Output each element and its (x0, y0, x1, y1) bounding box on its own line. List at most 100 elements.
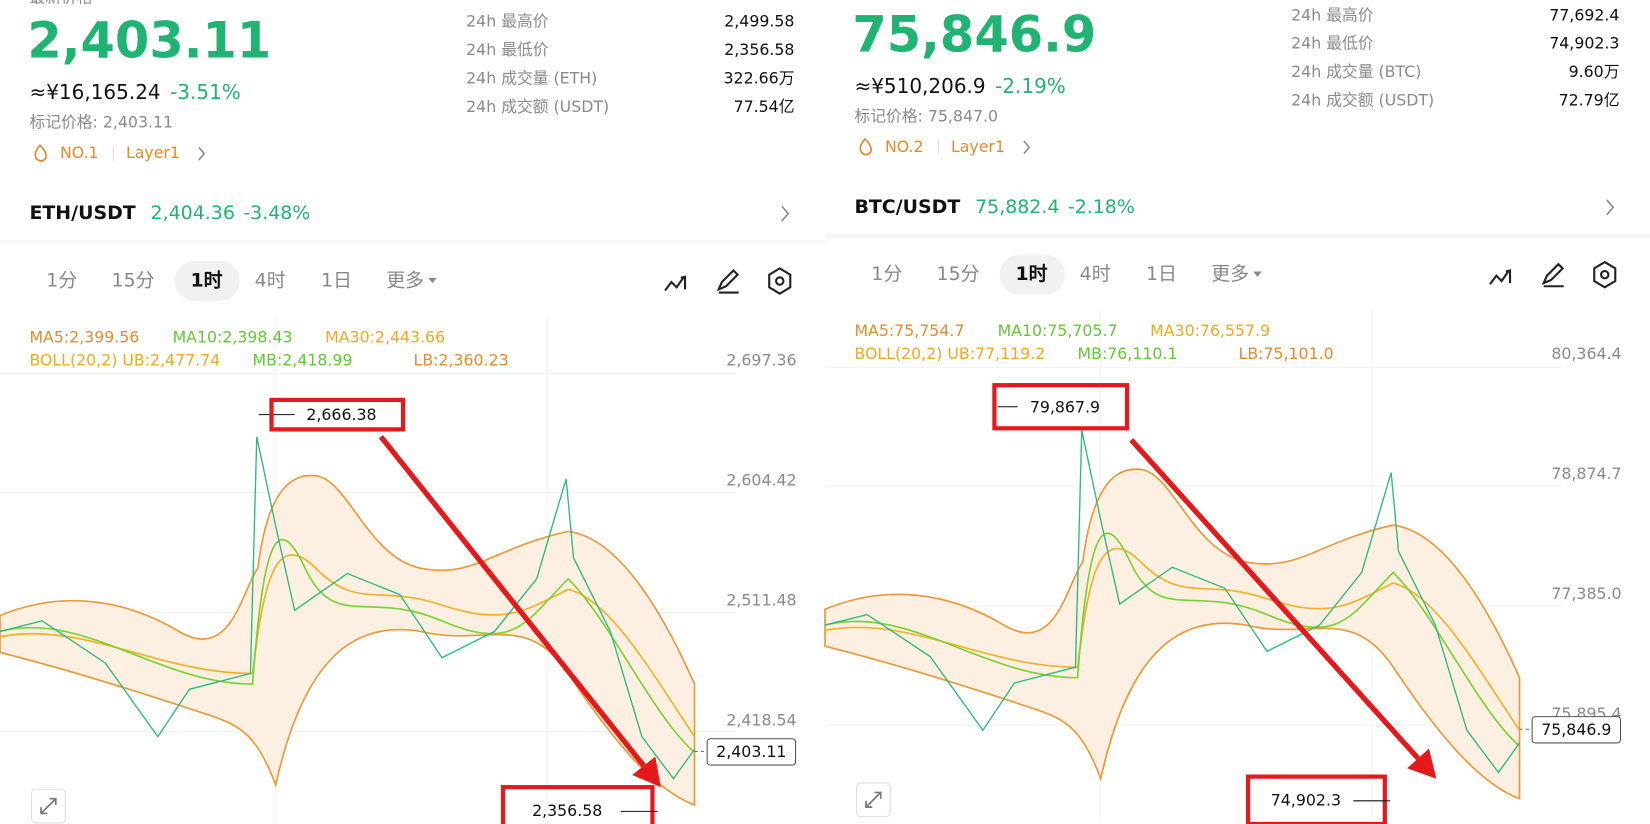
mark-price: 标记价格: 2,403.11 (29, 113, 173, 132)
boll-label: BOLL(20,2) UB:77,119.2 (854, 344, 1045, 363)
ma-label: MA10:2,398.43 (173, 327, 293, 346)
arrow-head (1407, 748, 1437, 779)
stat-label: 24h 成交量 (BTC) (1291, 62, 1421, 81)
ma-line (824, 547, 1521, 731)
interval-tab[interactable]: 1分 (46, 269, 77, 291)
draw-icon[interactable] (716, 268, 740, 294)
stat-label: 24h 最高价 (1291, 5, 1374, 24)
indicator-icon[interactable] (1489, 269, 1512, 285)
settings-dot (1600, 269, 1610, 280)
expand-icon (40, 797, 57, 815)
dropdown-arrow (428, 277, 437, 284)
pair-price: 2,404.36 (151, 202, 235, 224)
ma-label: MA30:2,443.66 (325, 327, 445, 346)
pair-change: -3.48% (243, 202, 310, 224)
divider (825, 233, 1650, 238)
stat-label: 24h 成交量 (ETH) (466, 68, 597, 87)
interval-tab[interactable]: 1时 (190, 269, 222, 291)
high-box (269, 397, 406, 432)
settings-icon[interactable] (1593, 260, 1617, 289)
low-label: 2,356.58 (532, 801, 602, 820)
last-price-box (706, 738, 797, 766)
divider (0, 239, 825, 245)
boll-label: MB:2,418.99 (253, 350, 353, 369)
stat-value: 77,692.4 (1549, 5, 1619, 24)
interval-tab[interactable]: 4时 (255, 269, 286, 291)
tag[interactable]: Layer1 (951, 137, 1005, 156)
high-label: 79,867.9 (1030, 397, 1100, 416)
tab-selected (174, 260, 240, 301)
axis-label: 2,418.54 (726, 710, 796, 729)
stat-value: 74,902.3 (1549, 34, 1619, 53)
interval-tab[interactable]: 更多 (386, 269, 424, 291)
interval-tab[interactable]: 1日 (1146, 263, 1177, 285)
dropdown-arrow (1253, 271, 1262, 277)
arrow-head (632, 756, 661, 788)
axis-label: 2,604.42 (726, 470, 796, 489)
ma-label: MA5:2,399.56 (29, 327, 139, 346)
draw-icon[interactable] (1541, 262, 1565, 288)
stat-label: 24h 成交额 (USDT) (1291, 91, 1434, 110)
rank: NO.1 (60, 143, 99, 162)
axis-label: 77,385.0 (1551, 584, 1621, 603)
stat-label: 24h 最高价 (466, 12, 549, 31)
interval-tab[interactable]: 更多 (1211, 263, 1249, 285)
tab-selected (999, 254, 1065, 295)
stat-value: 2,356.58 (724, 40, 794, 59)
interval-tab[interactable]: 4时 (1080, 263, 1111, 285)
interval-tab[interactable]: 1时 (1015, 263, 1047, 285)
ma-line (0, 554, 696, 738)
indicator-icon[interactable] (664, 275, 687, 292)
price-line (824, 430, 1521, 774)
interval-tab[interactable]: 1分 (871, 263, 902, 285)
cny-price: ≈¥510,206.9 (854, 74, 985, 98)
ma-label: MA10:75,705.7 (998, 321, 1118, 340)
stat-label: 24h 最低价 (1291, 34, 1374, 53)
ma-line (824, 532, 1521, 747)
last-price-box (1531, 716, 1622, 744)
stat-label: 24h 最低价 (466, 40, 549, 59)
stat-value: 322.66万 (724, 68, 795, 87)
last-price-tag: 2,403.11 (716, 742, 786, 761)
pair: BTC/USDT (854, 196, 960, 218)
price-line (0, 436, 696, 780)
high-label: 2,666.38 (306, 405, 376, 424)
tag[interactable]: Layer1 (126, 143, 180, 162)
stat-value: 9.60万 (1569, 62, 1620, 81)
pair-chevron[interactable] (781, 205, 790, 222)
change-pct: -2.19% (995, 74, 1066, 98)
price-caption: 最新价格 (29, 0, 92, 6)
panel: 75,846.9 ≈¥510,206.9 -2.19% 标记价格: 75,847.0 N… (824, 5, 1650, 824)
pair-price: 75,882.4 (975, 196, 1059, 218)
stat-label: 24h 成交额 (USDT) (466, 97, 609, 116)
stat-value: 2,499.58 (724, 12, 794, 31)
rank: NO.2 (885, 137, 924, 156)
flame-icon (34, 144, 47, 162)
expand-icon (865, 791, 882, 808)
axis-label: 2,697.36 (726, 350, 796, 369)
mark-price: 标记价格: 75,847.0 (854, 106, 998, 125)
boll-label: LB:75,101.0 (1239, 344, 1334, 363)
last-price: 2,403.11 (27, 12, 271, 70)
ma-label: MA5:75,754.7 (854, 321, 964, 340)
chevron[interactable] (1023, 140, 1031, 155)
boll-band (824, 468, 1521, 800)
pair-chevron[interactable] (1606, 199, 1615, 216)
change-pct: -3.51% (170, 80, 241, 104)
panel: 最新价格 2,403.11 ≈¥16,165.24 -3.51% 标记价格: 2,403… (0, 0, 825, 824)
low-label: 74,902.3 (1271, 790, 1341, 809)
boll-band (0, 474, 696, 807)
settings-icon[interactable] (768, 267, 792, 295)
interval-tab[interactable]: 1日 (321, 269, 352, 291)
stat-value: 72.79亿 (1559, 91, 1620, 110)
interval-tab[interactable]: 15分 (112, 269, 155, 291)
boll-label: MB:76,110.1 (1078, 344, 1178, 363)
interval-tab[interactable]: 15分 (937, 263, 980, 285)
chevron[interactable] (198, 146, 206, 161)
cny-price: ≈¥16,165.24 (29, 80, 160, 104)
pair: ETH/USDT (29, 202, 135, 224)
arrow-shaft (1129, 438, 1421, 761)
ma-label: MA30:76,557.9 (1150, 321, 1270, 340)
last-price: 75,846.9 (852, 5, 1096, 63)
